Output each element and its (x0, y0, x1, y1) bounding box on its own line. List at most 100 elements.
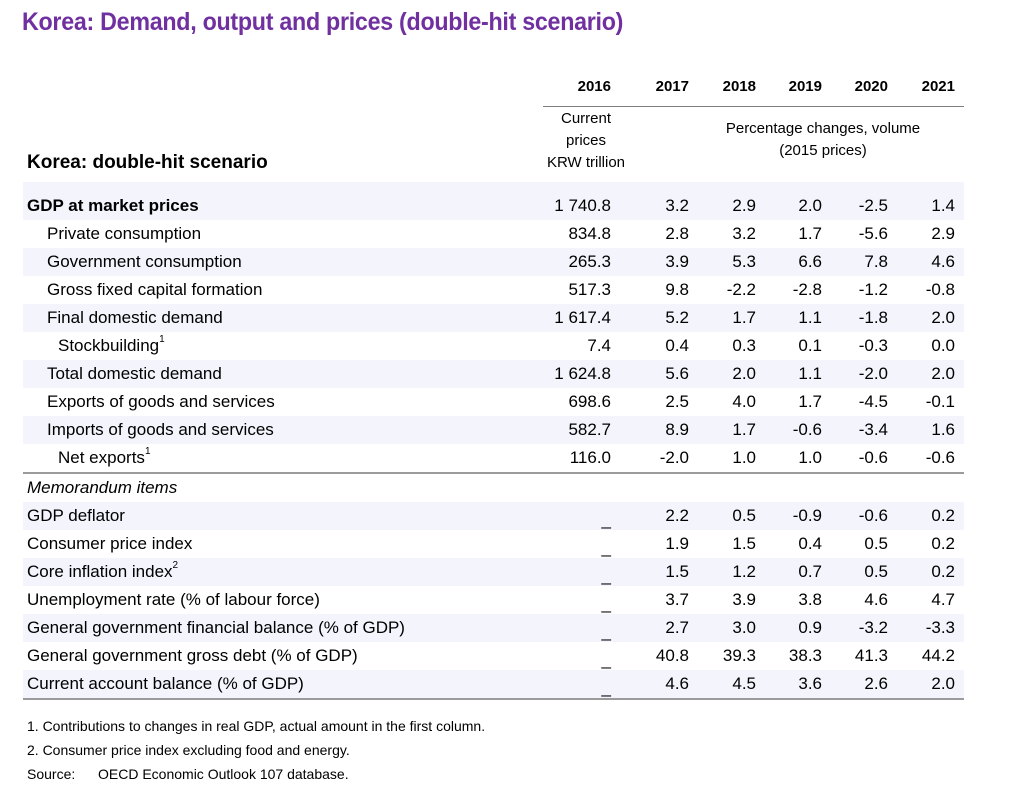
row-label-text: General government financial balance (% … (27, 618, 405, 637)
table-row: Final domestic demand 1 617.4 5.2 1.7 1.1 -1.… (23, 304, 964, 332)
cell-2020: -1.2 (858, 280, 888, 299)
cell-2019: 0.7 (798, 562, 822, 581)
row-label-text: GDP deflator (27, 506, 125, 525)
cell-2020: 0.5 (864, 562, 888, 581)
cell-2019: 2.0 (798, 196, 822, 215)
cell-2020: -2.5 (858, 196, 888, 215)
row-label: Net exports1 (58, 444, 151, 472)
table-row: Net exports1 116.0 -2.0 1.0 1.0 -0.6 -0.6 (23, 444, 964, 472)
cell-2018: 2.0 (732, 364, 756, 383)
footnote-1: 1. Contributions to changes in real GDP,… (27, 718, 486, 734)
year-header: 2016 (577, 78, 611, 95)
row-label: Private consumption (47, 220, 201, 248)
cell-2018: 1.7 (732, 308, 756, 327)
cell-2017: 9.8 (665, 280, 689, 299)
cell-2021: 2.0 (931, 364, 955, 383)
scenario-label: Korea: double-hit scenario (27, 152, 268, 173)
row-label: General government financial balance (% … (27, 614, 405, 642)
row-label-text: Core inflation index (27, 562, 173, 581)
row-label-text: Unemployment rate (% of labour force) (27, 590, 320, 609)
cell-2018: 3.9 (732, 590, 756, 609)
main-rows: GDP at market prices 1 740.8 3.2 2.9 2.0 -2.5… (23, 192, 964, 472)
cell-2017: 5.6 (665, 364, 689, 383)
row-label-text: Government consumption (47, 252, 242, 271)
cell-2019: 1.7 (798, 392, 822, 411)
row-label: Stockbuilding1 (58, 332, 165, 360)
table-row: Core inflation index2 _ 1.5 1.2 0.7 0.5 0.2 (23, 558, 964, 586)
cell-2017: 2.5 (665, 392, 689, 411)
cell-2020: 2.6 (864, 674, 888, 693)
table-row: Total domestic demand 1 624.8 5.6 2.0 1.1 -2.… (23, 360, 964, 388)
cell-2018: 3.0 (732, 618, 756, 637)
spacer (23, 182, 964, 192)
row-label-text: General government gross debt (% of GDP) (27, 646, 358, 665)
row-label-text: Private consumption (47, 224, 202, 243)
cell-2021: 0.0 (931, 336, 955, 355)
cell-2016: 1 740.8 (554, 196, 611, 215)
cell-2016: 1 617.4 (554, 308, 611, 327)
cell-2016: 698.6 (568, 392, 611, 411)
table-row: General government financial balance (% … (23, 614, 964, 642)
cell-2018: 0.3 (732, 336, 756, 355)
cell-2019: 0.9 (798, 618, 822, 637)
cell-2020: -0.3 (858, 336, 888, 355)
table-row: GDP deflator _ 2.2 0.5 -0.9 -0.6 0.2 (23, 502, 964, 530)
cell-2019: 0.1 (798, 336, 822, 355)
cell-2017: 8.9 (665, 420, 689, 439)
cell-2017: 2.8 (665, 224, 689, 243)
table-row: Private consumption 834.8 2.8 3.2 1.7 -5.6 2.9 (23, 220, 964, 248)
cell-2019: 3.6 (798, 674, 822, 693)
cell-2017: 5.2 (665, 308, 689, 327)
cell-2020: -3.4 (858, 420, 888, 439)
cell-2021: -0.6 (925, 448, 955, 467)
row-label: Government consumption (47, 248, 242, 276)
cell-2021: 0.2 (931, 562, 955, 581)
year-header: 2020 (854, 78, 888, 95)
cell-2021: 4.7 (931, 590, 955, 609)
source-text: OECD Economic Outlook 107 database. (98, 766, 349, 782)
row-label: GDP deflator (27, 502, 125, 530)
cell-2020: -0.6 (858, 506, 888, 525)
cell-2018: 39.3 (722, 646, 756, 665)
cell-2021: 1.6 (931, 420, 955, 439)
row-label-text: Imports of goods and services (47, 420, 274, 439)
table-row: Current account balance (% of GDP) _ 4.6 4.… (23, 670, 964, 698)
cell-2018: 3.2 (732, 224, 756, 243)
cell-2017: 3.9 (665, 252, 689, 271)
footnote-marker: 2 (172, 560, 179, 572)
cell-2018: 5.3 (732, 252, 756, 271)
row-label-text: Final domestic demand (47, 308, 223, 327)
cell-2018: 1.0 (732, 448, 756, 467)
row-label: Exports of goods and services (47, 388, 275, 416)
footnote-marker: 1 (159, 334, 165, 346)
cell-2020: 7.8 (864, 252, 888, 271)
table-row: Unemployment rate (% of labour force) _ 3.… (23, 586, 964, 614)
cell-2016: 517.3 (568, 280, 611, 299)
data-table: 2016 2017 2018 2019 2020 2021 Korea: dou… (23, 72, 964, 700)
row-label: GDP at market prices (27, 192, 199, 220)
table-row: General government gross debt (% of GDP)… (23, 642, 964, 670)
memo-header: Memorandum items (27, 478, 178, 497)
cell-2021: 2.9 (931, 224, 955, 243)
row-label: Imports of goods and services (47, 416, 274, 444)
cell-2017: 40.8 (655, 646, 689, 665)
year-header: 2018 (722, 78, 756, 95)
cell-2016: 582.7 (568, 420, 611, 439)
row-label-text: Stockbuilding (58, 336, 160, 355)
cell-2016: 7.4 (587, 336, 611, 355)
table-bottom-divider (23, 698, 964, 700)
unit-line: Percentage changes, volume (725, 120, 921, 137)
cell-2017: 0.4 (665, 336, 689, 355)
cell-2019: -2.8 (792, 280, 822, 299)
row-label: Consumer price index (27, 530, 192, 558)
header-divider (543, 106, 964, 107)
cell-2019: 1.1 (798, 308, 822, 327)
cell-2019: 3.8 (798, 590, 822, 609)
cell-2019: 0.4 (798, 534, 822, 553)
row-label-text: Exports of goods and services (47, 392, 275, 411)
cell-2021: 0.2 (931, 534, 955, 553)
cell-2018: 4.0 (732, 392, 756, 411)
cell-2020: 0.5 (864, 534, 888, 553)
cell-2018: 1.2 (732, 562, 756, 581)
cell-2016: 265.3 (568, 252, 611, 271)
